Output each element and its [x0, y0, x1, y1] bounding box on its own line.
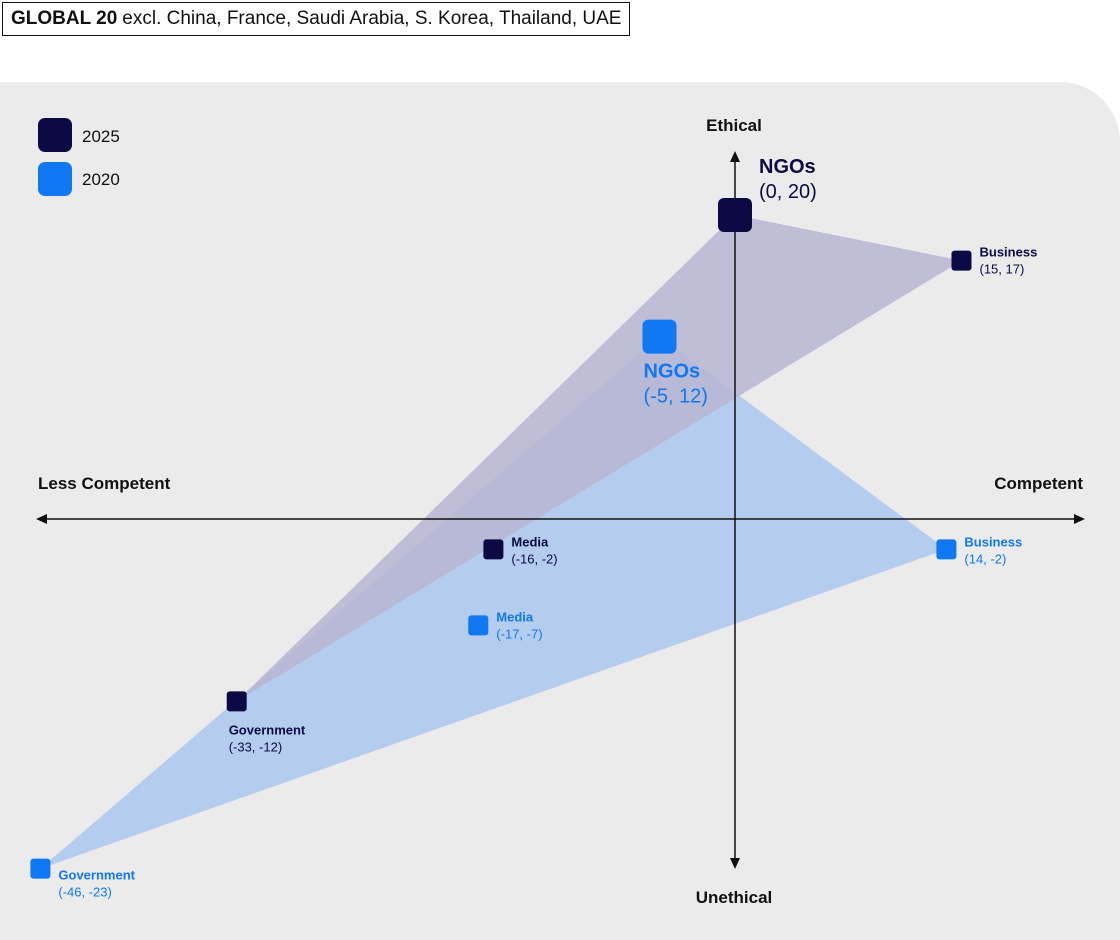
y-axis-arrow-down	[730, 858, 740, 869]
x-axis-negative-label: Less Competent	[38, 474, 171, 493]
legend-label-2020: 2020	[82, 170, 120, 189]
point-coords-media-2025: (-16, -2)	[511, 551, 557, 566]
point-label-business-2025: Business	[980, 245, 1038, 260]
point-label-media-2025: Media	[511, 534, 549, 549]
point-media-2020	[468, 615, 489, 636]
title-bold: GLOBAL 20	[11, 8, 118, 29]
point-coords-media-2020: (-17, -7)	[496, 626, 542, 641]
point-ngos-2020	[642, 319, 677, 354]
point-label-government-2025: Government	[229, 722, 306, 737]
point-ngos-2025	[718, 198, 752, 232]
legend-label-2025: 2025	[82, 127, 120, 146]
point-government-2025	[226, 691, 247, 712]
chart-title: GLOBAL 20 excl. China, France, Saudi Ara…	[2, 2, 631, 36]
y-axis-negative-label: Unethical	[696, 888, 773, 907]
title-rest: excl. China, France, Saudi Arabia, S. Ko…	[122, 8, 622, 29]
point-label-ngos-2025: NGOs	[759, 156, 816, 178]
points-layer: NGOs (0, 20) Business (15, 17) Media (-16, -2…	[30, 156, 1037, 900]
y-axis-arrow-up	[730, 151, 740, 162]
point-coords-ngos-2020: (-5, 12)	[644, 386, 708, 408]
axes: Ethical Unethical Less Competent Compete…	[36, 116, 1085, 907]
x-axis-arrow-right	[1074, 514, 1085, 524]
legend: 2025 2020	[38, 118, 120, 196]
x-axis-positive-label: Competent	[994, 474, 1083, 493]
point-government-2020	[30, 858, 51, 879]
point-label-business-2020: Business	[964, 534, 1022, 549]
triangle-2025	[236, 215, 962, 702]
legend-swatch-2025	[38, 118, 72, 152]
point-label-ngos-2020: NGOs	[644, 361, 701, 383]
y-axis-positive-label: Ethical	[706, 116, 762, 135]
point-coords-business-2020: (14, -2)	[964, 551, 1006, 566]
point-business-2020	[936, 539, 957, 560]
point-coords-government-2020: (-46, -23)	[58, 885, 111, 900]
point-coords-ngos-2025: (0, 20)	[759, 181, 817, 203]
point-coords-government-2025: (-33, -12)	[229, 739, 282, 754]
point-business-2025	[951, 250, 972, 271]
x-axis-arrow-left	[36, 514, 47, 524]
point-media-2025	[483, 539, 504, 560]
triangle-2020	[40, 336, 947, 869]
point-coords-business-2025: (15, 17)	[980, 262, 1025, 277]
point-label-media-2020: Media	[496, 609, 534, 624]
point-label-government-2020: Government	[58, 868, 135, 883]
legend-swatch-2020	[38, 162, 72, 196]
triangles-layer	[40, 215, 962, 869]
